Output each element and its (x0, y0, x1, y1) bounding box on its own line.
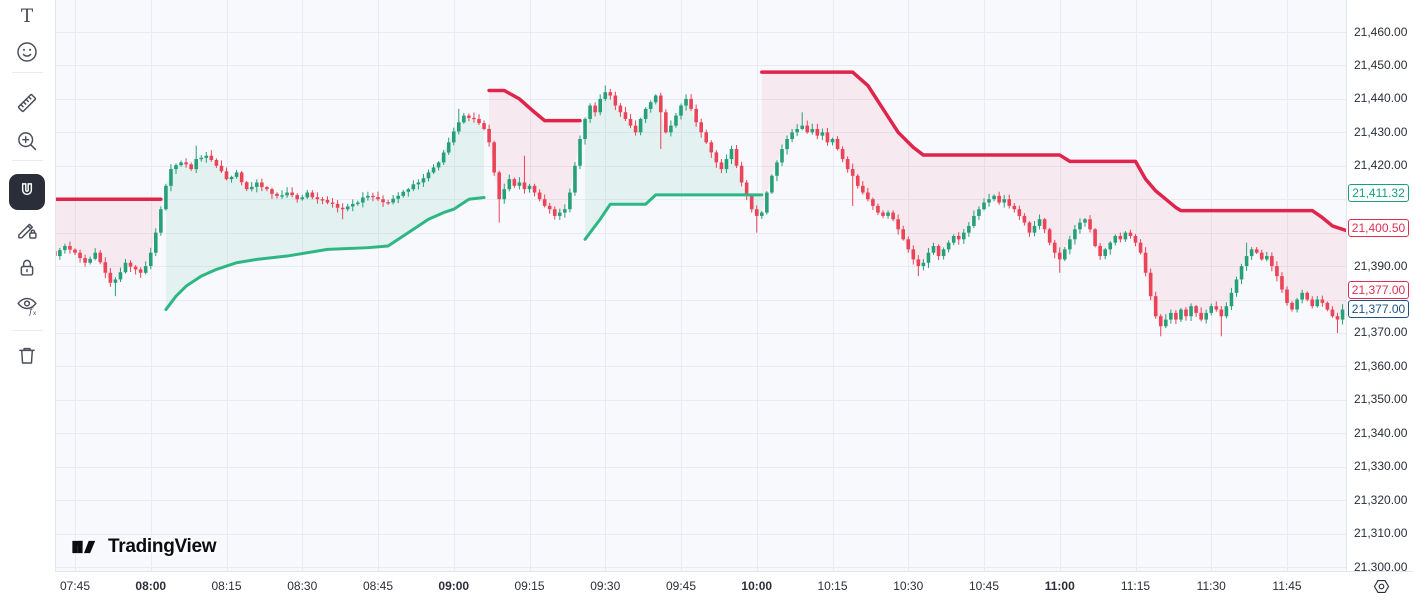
toolbar-separator (12, 72, 43, 73)
time-tick: 09:00 (438, 579, 470, 593)
time-tick: 11:00 (1044, 579, 1075, 593)
price-tick: 21,370.00 (1354, 325, 1408, 340)
svg-text:T: T (21, 6, 34, 27)
long-stop-label: 21,411.32 (1348, 184, 1409, 202)
tradingview-logo-text: TradingView (108, 536, 217, 557)
emoji-icon (17, 42, 37, 62)
gear-icon (1373, 579, 1390, 594)
time-tick: 08:00 (135, 579, 167, 593)
ruler-icon (17, 93, 37, 113)
toolbar-separator (12, 330, 43, 331)
time-tick: 10:30 (893, 579, 924, 593)
time-tick: 10:45 (968, 579, 1000, 593)
lock-all-drawings-tool-button[interactable] (9, 250, 45, 286)
price-tick: 21,320.00 (1354, 492, 1408, 507)
svg-text:f: f (28, 307, 34, 317)
price-tick: 21,300.00 (1354, 559, 1408, 571)
time-tick: 11:30 (1196, 579, 1226, 593)
tradingview-logo[interactable]: TradingView (71, 536, 217, 558)
remove-drawings-tool-button[interactable] (9, 338, 45, 374)
chart-pane[interactable]: TradingView (55, 0, 1346, 571)
price-tick: 21,420.00 (1354, 158, 1408, 173)
price-tick: 21,460.00 (1354, 24, 1408, 39)
candlestick-chart-canvas[interactable] (55, 0, 1346, 571)
time-tick: 09:45 (665, 579, 697, 593)
drawing-lock-tool-button[interactable] (9, 212, 45, 248)
text-icon: T (21, 6, 34, 27)
magnet-tool-button[interactable] (9, 174, 45, 210)
lock-icon (20, 259, 34, 276)
price-tick: 21,330.00 (1354, 459, 1408, 474)
price-tick: 21,340.00 (1354, 425, 1408, 440)
price-tick: 21,310.00 (1354, 526, 1408, 541)
emoji-tool-button[interactable] (9, 34, 45, 70)
time-tick: 07:45 (59, 579, 91, 593)
price-axis[interactable]: 21,411.32 21,400.50 21,377.00 21,377.00 … (1346, 0, 1413, 571)
time-tick: 09:15 (514, 579, 545, 593)
time-tick: 11:15 (1120, 579, 1151, 593)
time-tick: 08:45 (362, 579, 394, 593)
pencil-lock-icon (18, 223, 37, 239)
time-tick: 10:15 (817, 579, 848, 593)
time-axis[interactable]: 07:45 08:00 08:15 08:30 08:45 09:00 09:15 09:30… (55, 571, 1413, 601)
price-tick: 21,390.00 (1354, 258, 1408, 273)
toolbar-separator (12, 160, 43, 161)
time-tick: 08:15 (211, 579, 242, 593)
text-tool-button[interactable]: T (9, 0, 45, 34)
time-tick: 11:45 (1272, 579, 1302, 593)
price-tick: 21,440.00 (1354, 91, 1408, 106)
measure-tool-button[interactable] (9, 85, 45, 121)
magnet-icon (21, 183, 33, 196)
svg-text:x: x (33, 311, 36, 317)
price-tick: 21,350.00 (1354, 392, 1408, 407)
price-tick: 21,430.00 (1354, 124, 1408, 139)
magnifier-plus-icon (18, 132, 37, 151)
short-stop-label: 21,400.50 (1348, 219, 1409, 237)
tradingview-logo-icon (72, 540, 96, 554)
zoom-in-tool-button[interactable] (9, 123, 45, 159)
trash-icon (19, 347, 35, 364)
chart-settings-button[interactable] (1369, 574, 1394, 599)
time-tick: 09:30 (590, 579, 621, 593)
time-tick: 08:30 (287, 579, 318, 593)
time-tick: 10:00 (741, 579, 773, 593)
prev-close-label: 21,377.00 (1348, 300, 1409, 318)
price-tick: 21,450.00 (1354, 57, 1408, 72)
price-tick: 21,360.00 (1354, 358, 1408, 373)
last-price-label: 21,377.00 (1348, 281, 1409, 299)
